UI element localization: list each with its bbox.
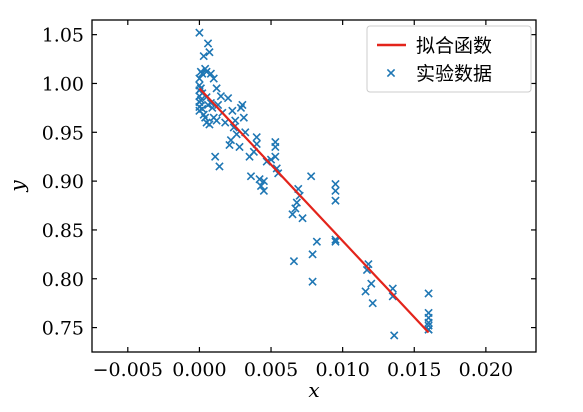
data-point bbox=[331, 179, 340, 189]
data-point bbox=[205, 48, 214, 57]
data-point bbox=[200, 113, 210, 122]
data-point bbox=[256, 181, 266, 191]
data-point bbox=[203, 39, 213, 48]
data-point bbox=[223, 93, 233, 103]
data-point bbox=[289, 257, 299, 266]
data-point bbox=[199, 51, 208, 61]
data-point bbox=[221, 118, 230, 127]
legend-label-fit: 拟合函数 bbox=[416, 35, 492, 57]
data-point bbox=[291, 204, 300, 213]
data-point bbox=[211, 152, 220, 161]
data-point bbox=[215, 162, 224, 171]
x-tick-label: 0.005 bbox=[244, 359, 298, 381]
data-point bbox=[271, 142, 280, 152]
y-tick-label: 1.00 bbox=[42, 73, 84, 95]
data-point bbox=[252, 133, 261, 142]
y-tick-label: 0.75 bbox=[42, 318, 84, 340]
data-point bbox=[229, 123, 238, 132]
y-axis-label: y bbox=[5, 180, 29, 193]
data-point bbox=[202, 67, 211, 76]
legend: 拟合函数 实验数据 bbox=[366, 25, 532, 93]
data-point bbox=[331, 186, 340, 196]
plot-frame bbox=[91, 19, 537, 353]
data-point bbox=[361, 287, 370, 296]
data-point bbox=[390, 331, 399, 340]
data-point bbox=[212, 84, 221, 93]
data-point bbox=[259, 176, 269, 186]
y-tick-label: 0.80 bbox=[42, 269, 84, 291]
data-point bbox=[292, 198, 301, 207]
fit-line bbox=[198, 87, 430, 334]
data-point bbox=[331, 237, 340, 246]
data-point bbox=[246, 172, 256, 181]
data-point bbox=[424, 318, 433, 327]
data-point bbox=[212, 116, 221, 125]
legend-label-data: 实验数据 bbox=[416, 63, 492, 85]
x-tick-label: 0.020 bbox=[459, 359, 513, 381]
axis-ticks: −0.005 0.000 0.005 0.010 0.015 0.020 0.75 0.80 0… bbox=[42, 20, 536, 381]
data-point bbox=[198, 104, 207, 114]
data-point bbox=[424, 325, 433, 334]
data-point bbox=[195, 28, 204, 37]
data-point bbox=[272, 164, 281, 173]
legend-box bbox=[366, 25, 532, 93]
data-point bbox=[235, 142, 244, 152]
data-point bbox=[271, 152, 280, 161]
data-point bbox=[308, 277, 317, 286]
data-point bbox=[198, 69, 207, 78]
data-point bbox=[206, 98, 216, 108]
data-point bbox=[362, 265, 372, 275]
data-point bbox=[388, 292, 397, 301]
data-point bbox=[331, 196, 340, 205]
x-tick-label: 0.015 bbox=[387, 359, 441, 381]
y-tick-label: 0.90 bbox=[42, 171, 84, 193]
data-point bbox=[239, 113, 248, 122]
data-point bbox=[308, 250, 317, 259]
x-tick-label: 0.010 bbox=[315, 359, 369, 381]
legend-marker-swatch bbox=[386, 68, 396, 78]
data-point bbox=[205, 120, 214, 129]
data-point bbox=[195, 74, 204, 83]
data-point bbox=[424, 289, 433, 298]
data-point bbox=[368, 299, 377, 308]
data-point bbox=[312, 237, 322, 246]
data-point bbox=[255, 174, 264, 184]
data-point bbox=[238, 100, 247, 110]
data-point bbox=[298, 214, 307, 223]
data-point bbox=[306, 172, 316, 181]
y-tick-label: 0.95 bbox=[42, 122, 84, 144]
legend-marker bbox=[386, 68, 396, 78]
data-point bbox=[228, 106, 237, 115]
data-point bbox=[225, 140, 234, 150]
data-point bbox=[259, 186, 269, 196]
chart-marks bbox=[195, 28, 433, 340]
data-point bbox=[213, 100, 223, 110]
x-axis-label: x bbox=[308, 378, 319, 402]
x-tick-label: −0.005 bbox=[93, 359, 163, 381]
data-point bbox=[209, 74, 218, 83]
y-tick-label: 0.85 bbox=[42, 220, 84, 242]
data-point bbox=[216, 91, 226, 101]
data-point bbox=[288, 210, 297, 219]
data-point bbox=[367, 279, 376, 288]
x-tick-label: 0.000 bbox=[172, 359, 226, 381]
data-point bbox=[196, 95, 206, 105]
data-point bbox=[206, 69, 216, 78]
y-tick-label: 1.05 bbox=[42, 25, 84, 47]
